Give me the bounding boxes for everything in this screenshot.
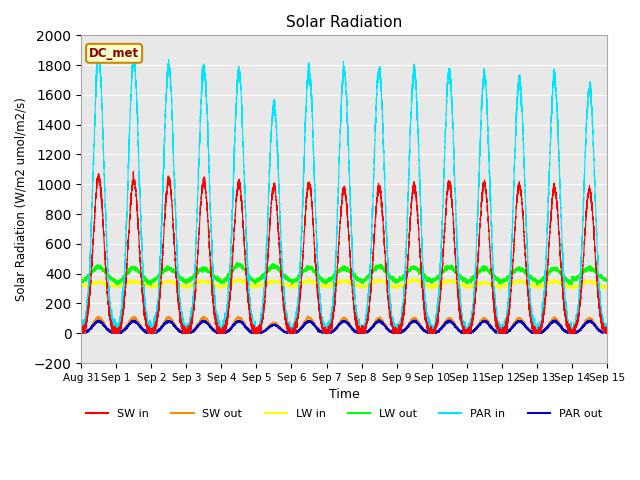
SW out [256,329,264,335]
PAR out [326,329,334,335]
PAR in [575,300,582,306]
LW in [581,280,589,286]
SW in [326,324,334,330]
SW in [575,313,582,319]
LW in [603,285,611,291]
PAR out [581,321,589,326]
SW out [304,313,312,319]
LW in [410,275,417,281]
Line: LW out: LW out [81,262,607,285]
PAR out [603,330,611,336]
Legend: SW in, SW out, LW in, LW out, PAR in, PAR out: SW in, SW out, LW in, LW out, PAR in, PA… [82,404,606,423]
PAR out [477,320,484,325]
SW out [77,330,85,336]
LW in [575,283,582,289]
LW out [326,276,334,281]
Line: PAR out: PAR out [81,320,607,333]
SW out [477,317,484,323]
PAR in [326,327,334,333]
LW in [326,283,334,289]
PAR in [603,330,611,336]
PAR out [77,330,85,336]
X-axis label: Time: Time [329,388,360,401]
Line: SW in: SW in [81,171,607,333]
LW in [461,283,469,289]
PAR in [581,157,589,163]
SW in [77,325,85,331]
LW out [113,282,120,288]
SW in [581,232,589,238]
LW in [572,286,579,292]
SW out [461,330,469,336]
LW out [77,278,85,284]
SW in [477,215,484,220]
SW in [77,330,85,336]
Text: DC_met: DC_met [89,47,139,60]
PAR in [96,48,104,54]
Line: PAR in: PAR in [81,51,607,333]
LW in [256,282,264,288]
LW out [575,272,582,278]
LW out [233,259,241,265]
PAR in [462,330,470,336]
PAR out [77,330,85,336]
LW out [462,277,470,283]
LW out [477,268,484,274]
PAR in [77,326,85,332]
LW out [256,277,264,283]
SW in [603,330,611,336]
SW in [129,168,137,174]
SW in [256,328,264,334]
Line: SW out: SW out [81,316,607,333]
PAR in [77,330,85,336]
PAR out [462,330,470,336]
SW out [581,319,589,324]
Title: Solar Radiation: Solar Radiation [286,15,402,30]
LW out [581,268,589,274]
LW out [603,279,611,285]
SW out [326,329,334,335]
LW in [77,283,85,289]
SW out [575,328,582,334]
PAR out [256,330,264,336]
PAR in [477,142,484,148]
Y-axis label: Solar Radiation (W/m2 umol/m2/s): Solar Radiation (W/m2 umol/m2/s) [15,97,28,301]
LW in [477,281,484,287]
PAR in [256,329,264,335]
Line: LW in: LW in [81,278,607,289]
PAR out [575,328,582,334]
SW in [462,330,470,336]
SW out [603,330,611,336]
PAR out [375,317,383,323]
